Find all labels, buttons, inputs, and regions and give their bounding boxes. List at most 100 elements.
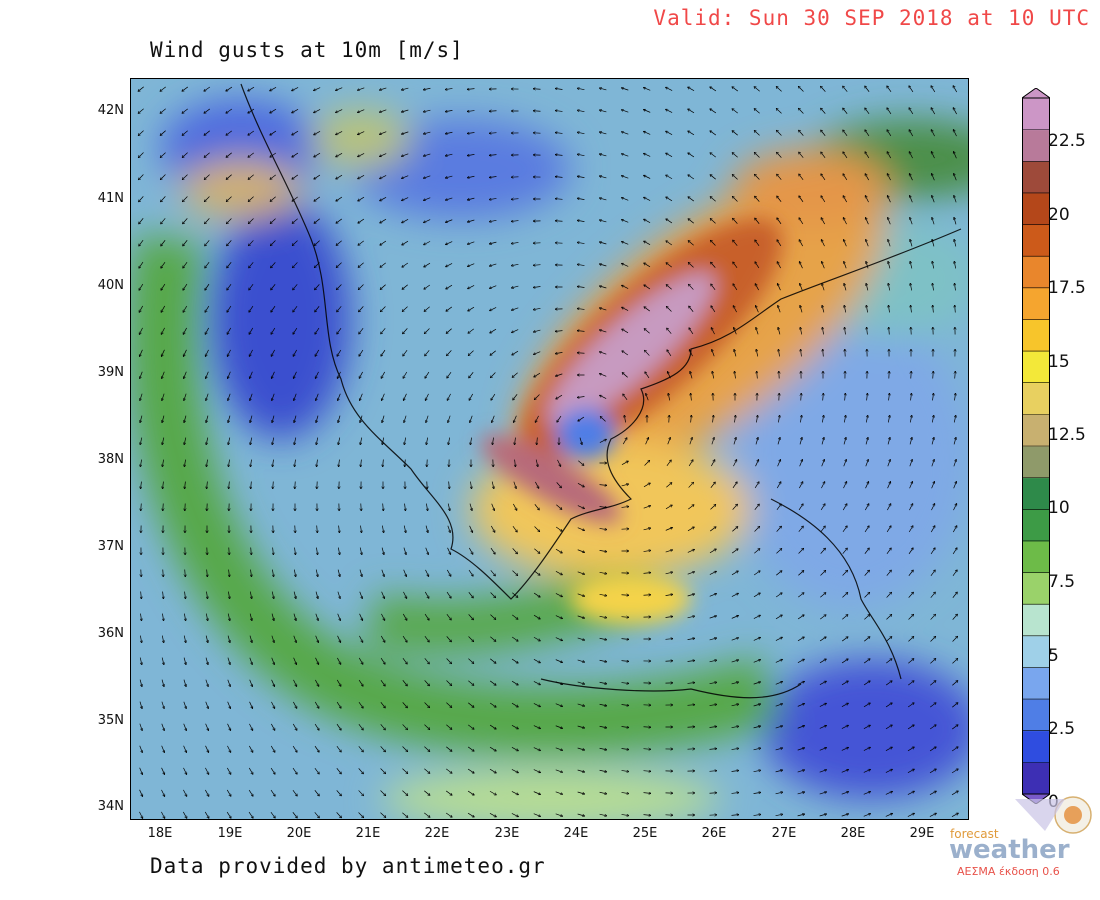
wind-arrow: [775, 593, 782, 598]
wind-arrow: [469, 503, 472, 511]
wind-arrow: [534, 526, 540, 532]
wind-arrow: [250, 371, 253, 378]
wind-arrow: [184, 415, 187, 423]
wind-arrow: [380, 197, 387, 200]
wind-arrow: [533, 681, 540, 684]
wind-arrow: [293, 305, 298, 312]
wind-arrow: [665, 505, 672, 510]
wind-arrow: [841, 703, 848, 707]
wind-arrow: [691, 416, 692, 423]
wind-arrow: [293, 701, 296, 708]
wind-arrow: [600, 264, 607, 267]
wind-arrow: [402, 657, 407, 664]
wind-arrow: [644, 88, 651, 91]
wind-arrow: [515, 459, 516, 467]
wind-arrow: [470, 481, 471, 489]
wind-arrow: [710, 219, 716, 224]
wind-arrow: [184, 371, 187, 378]
wind-arrow: [140, 459, 141, 467]
wind-arrow: [317, 459, 318, 467]
wind-arrow: [272, 415, 275, 423]
colorbar-label-15: 15: [1048, 352, 1070, 372]
wind-arrow: [689, 350, 693, 357]
wind-arrow: [734, 350, 737, 357]
wind-arrow: [733, 460, 736, 467]
wind-arrow: [314, 218, 320, 223]
wind-arrow: [798, 548, 804, 554]
wind-arrow: [424, 680, 430, 685]
wind-arrow: [732, 527, 737, 532]
wind-arrow: [954, 240, 957, 247]
wind-arrow: [866, 218, 869, 225]
wind-arrow: [205, 327, 209, 334]
wind-arrow: [710, 153, 717, 158]
wind-arrow: [141, 591, 142, 599]
wind-arrow: [644, 110, 651, 113]
wind-arrow: [162, 613, 163, 621]
wind-arrow: [314, 87, 321, 91]
wind-arrow: [600, 242, 607, 245]
wind-arrow: [776, 504, 781, 511]
wind-arrow: [777, 218, 782, 225]
wind-arrow: [336, 701, 341, 708]
lon-label-19e: 19E: [217, 826, 243, 841]
wind-arrow: [512, 548, 518, 553]
wind-arrow: [577, 527, 584, 531]
wind-arrow: [820, 526, 825, 533]
wind-arrow: [446, 153, 453, 156]
colorbar-segment: [1022, 604, 1050, 637]
wind-arrow: [468, 306, 475, 311]
wind-arrow: [932, 240, 935, 247]
wind-arrow: [534, 372, 541, 377]
wind-arrow: [844, 416, 845, 423]
wind-arrow: [777, 460, 781, 467]
wind-arrow: [227, 327, 232, 334]
wind-arrow: [271, 284, 276, 289]
wind-arrow: [380, 218, 387, 223]
wind-arrow: [293, 635, 296, 643]
wind-arrow: [424, 306, 430, 311]
colorbar-segment: [1022, 509, 1050, 542]
wind-arrow: [490, 525, 494, 532]
wind-arrow: [205, 635, 208, 643]
wind-arrow: [710, 175, 716, 180]
wind-arrow: [402, 306, 408, 312]
wind-arrow: [887, 152, 892, 159]
wind-arrow: [139, 327, 143, 334]
wind-arrow: [622, 285, 629, 289]
wind-arrow: [887, 130, 892, 137]
wind-arrow: [226, 174, 232, 180]
wind-arrow: [403, 547, 406, 555]
wind-arrow: [888, 284, 891, 291]
wind-arrow: [886, 570, 891, 576]
wind-arrow: [314, 152, 321, 157]
wind-arrow: [822, 328, 823, 335]
wind-arrow: [271, 240, 276, 246]
wind-arrow: [381, 569, 384, 577]
wind-arrow: [687, 705, 695, 706]
wind-arrow: [776, 526, 782, 532]
wind-arrow: [710, 109, 717, 114]
wind-arrow: [688, 219, 694, 224]
wind-arrow: [821, 152, 826, 159]
wind-arrow: [667, 328, 672, 334]
wind-arrow: [688, 241, 694, 246]
wind-arrow: [887, 482, 891, 489]
wind-arrow: [712, 350, 715, 357]
wind-arrow: [755, 460, 759, 467]
wind-arrow: [249, 283, 254, 290]
wind-arrow: [687, 616, 695, 619]
wind-arrow: [622, 154, 629, 157]
wind-arrow: [160, 130, 166, 136]
wind-arrow: [382, 393, 385, 400]
wind-arrow: [315, 262, 320, 268]
wind-arrow: [206, 393, 209, 401]
wind-arrow: [490, 592, 496, 597]
wind-arrow: [512, 264, 519, 265]
wind-arrow: [358, 175, 365, 178]
wind-arrow: [931, 504, 934, 511]
wind-arrow: [776, 109, 782, 114]
wind-arrow: [776, 482, 781, 489]
wind-arrow: [512, 350, 519, 355]
wind-arrow: [426, 503, 427, 511]
